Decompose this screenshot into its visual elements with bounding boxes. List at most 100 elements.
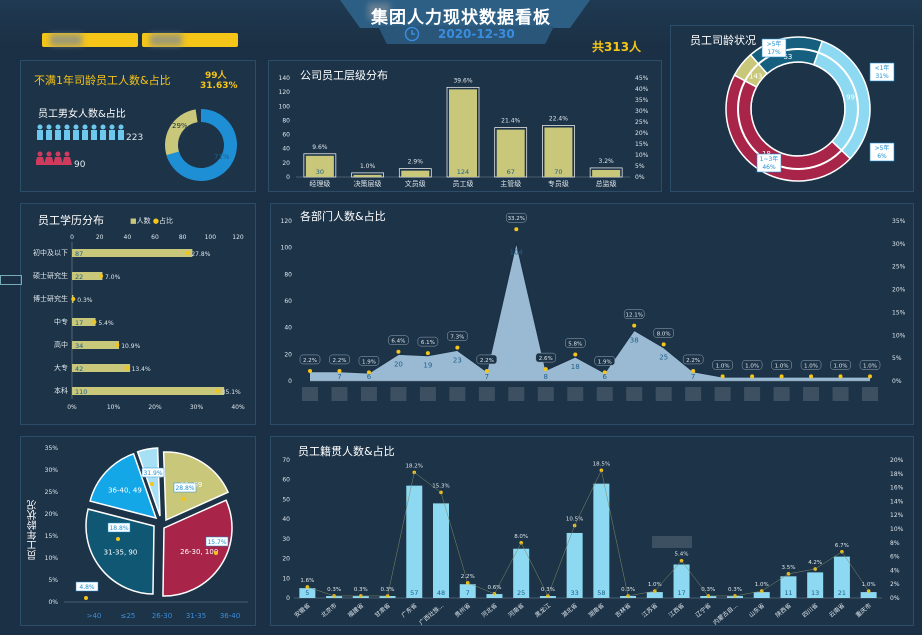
- levels-bar: [305, 155, 334, 177]
- age-slice-text: 31-35, 90: [104, 549, 138, 557]
- dept-category-blur: [508, 387, 525, 401]
- person-icon: [44, 151, 54, 165]
- regions-bar-label: 7: [466, 589, 470, 597]
- regions-bar: [646, 592, 663, 598]
- regions-bar: [673, 564, 690, 598]
- levels-ytick: 0: [286, 174, 290, 181]
- dept-pct-box: [565, 338, 586, 348]
- dept-pct-label: 8.0%: [657, 331, 671, 337]
- dept-pct-dot: [691, 368, 696, 373]
- levels-y2tick: 25%: [635, 119, 649, 126]
- dept-pct-box: [741, 360, 763, 370]
- age-pct-dot: [116, 537, 120, 541]
- edu-pct-dot: [215, 389, 220, 393]
- logo-blur: [368, 3, 390, 19]
- legend-pct: 占比: [158, 217, 173, 225]
- dept-ytick: 80: [284, 271, 292, 278]
- regions-category: 湖北省: [560, 601, 579, 619]
- dept-pct-label: 1.0%: [804, 363, 818, 369]
- regions-pct-label: 0.3%: [728, 587, 742, 593]
- dept-category-blur: [360, 387, 377, 401]
- filter-text-blur: [150, 34, 182, 46]
- dept-category-blur: [862, 387, 878, 401]
- regions-category: 福建省: [346, 601, 365, 619]
- regions-category: 吉林省: [613, 601, 632, 619]
- levels-category: 专员级: [548, 179, 569, 188]
- levels-chart: 0 20 40 60 80 100 120 140 0% 5% 10% 15% 20% 25% 30% 35%…: [279, 75, 649, 188]
- tenure-label-pct: 46%: [762, 164, 776, 171]
- regions-bar: [860, 592, 877, 598]
- age-ytick: 20%: [45, 511, 59, 518]
- dept-pct-label: 1.0%: [863, 363, 877, 369]
- edu-pct-dot: [71, 297, 76, 301]
- regions-ytick: 20: [282, 556, 290, 563]
- person-head: [55, 124, 61, 130]
- dept-ytick: 120: [281, 218, 293, 225]
- person-head: [64, 151, 70, 157]
- dept-value-label: 7: [337, 373, 341, 381]
- dept-pct-dot: [484, 368, 489, 373]
- regions-pct-label: 1.0%: [755, 582, 769, 588]
- age-chart: 0% 5% 10% 15% 20% 25% 30% 35% >40 ≤25 26-30 31-35 36…: [45, 445, 248, 620]
- person-body: [62, 157, 72, 165]
- regions-bar-label: 21: [838, 589, 846, 597]
- age-pct-box: [205, 536, 229, 547]
- edu-bar: [72, 272, 103, 280]
- new-staff-count: 99人: [205, 71, 227, 81]
- dept-pct-box: [447, 331, 468, 341]
- regions-pct-label: 0.3%: [541, 587, 555, 593]
- dept-y2tick: 35%: [892, 218, 906, 225]
- levels-bar: [544, 127, 573, 177]
- regions-pct-label: 0.6%: [487, 585, 501, 591]
- edu-pct-dot: [185, 251, 190, 255]
- regions-y2tick: 20%: [890, 457, 904, 464]
- donut-female-label: 29%: [172, 122, 188, 130]
- levels-pct-label: 39.6%: [453, 77, 472, 84]
- dept-pct-box: [358, 356, 380, 366]
- dept-pct-label: 1.9%: [362, 359, 376, 365]
- person-icon: [100, 124, 106, 140]
- dept-pct-box: [329, 354, 350, 365]
- regions-pct-label: 1.6%: [300, 578, 314, 584]
- regions-category: 贵州省: [453, 601, 472, 619]
- person-head: [64, 124, 70, 130]
- regions-bar-label: 57: [410, 589, 418, 597]
- education-legend: ■人数 ●占比: [130, 217, 173, 225]
- dept-pct-label: 2.6%: [539, 356, 553, 362]
- dept-y2tick: 25%: [892, 264, 906, 271]
- dept-pct-dot: [573, 352, 578, 357]
- regions-bar-label: 17: [677, 589, 685, 597]
- levels-y2tick: 10%: [635, 152, 649, 159]
- dept-pct-dot: [543, 367, 548, 372]
- edu-category: 初中及以下: [33, 248, 68, 257]
- levels-category: 文员级: [405, 179, 426, 188]
- regions-y2tick: 14%: [890, 498, 904, 505]
- levels-bar: [592, 169, 621, 177]
- panel-regions: [270, 436, 914, 626]
- tenure-label-pct: 31%: [875, 73, 889, 80]
- dept-pct-dot: [809, 374, 814, 379]
- dept-pct-label: 2.2%: [480, 358, 494, 364]
- dept-category-blur: [803, 387, 820, 401]
- edu-category: 大专: [54, 363, 68, 372]
- side-handle[interactable]: [0, 275, 22, 285]
- tenure-ring-divider: [737, 48, 859, 170]
- age-slice: [136, 447, 161, 517]
- levels-y2tick: 20%: [635, 130, 649, 137]
- dept-category-blur: [626, 387, 643, 401]
- edu-bar: [72, 318, 96, 326]
- regions-ytick: 0: [286, 595, 290, 602]
- age-pct-label: 28.8%: [175, 485, 194, 492]
- person-body: [55, 130, 61, 140]
- edu-category: 硕士研究生: [33, 271, 68, 280]
- regions-pct-label: 10.5%: [566, 517, 583, 523]
- regions-ytick: 50: [282, 496, 290, 503]
- levels-bar-label: 70: [554, 168, 562, 176]
- edu-pct-dot: [99, 274, 104, 278]
- education-title: 员工学历分布: [38, 214, 104, 227]
- levels-bar-label: 67: [507, 168, 515, 176]
- regions-bar: [593, 483, 610, 598]
- age-ytick: 0%: [48, 599, 58, 606]
- regions-category: 北京市: [319, 601, 338, 619]
- dept-category-blur: [744, 387, 761, 401]
